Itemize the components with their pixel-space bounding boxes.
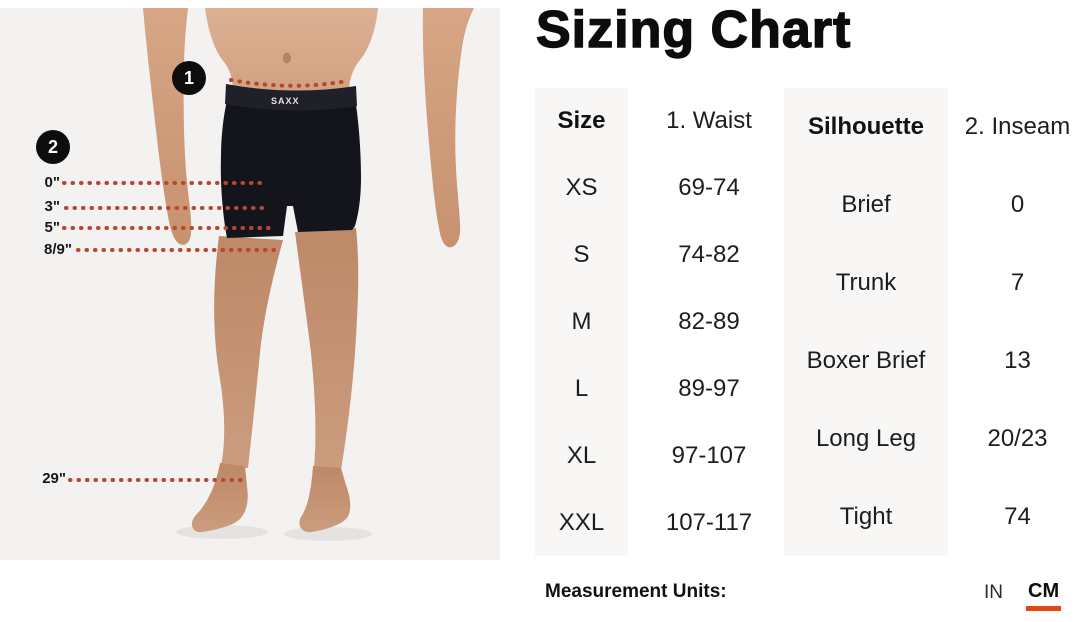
table-row: Tight 74	[784, 478, 1087, 556]
waist-value: 107-117	[665, 508, 753, 536]
size-value: L	[574, 374, 589, 402]
inseam-length-label-5: 5"	[44, 219, 60, 236]
waist-marker-number: 1	[183, 68, 194, 88]
table-header-row: Size 1. Waist	[535, 88, 790, 155]
model-right-foot	[299, 466, 351, 533]
silhouette-value: Long Leg	[815, 425, 917, 452]
inseam-value: 74	[1004, 503, 1031, 530]
size-waist-table: Size 1. Waist XS 69-74 S 74-82 M 82-89 L…	[535, 88, 790, 556]
inseam-value: 0	[1010, 191, 1025, 218]
size-value: S	[573, 241, 590, 269]
waist-value: 69-74	[678, 174, 740, 202]
waist-value: 89-97	[678, 374, 740, 402]
model-left-foot	[191, 463, 248, 533]
waist-column-header: 1. Waist	[666, 107, 752, 135]
inseam-marker-number: 2	[47, 137, 58, 157]
navel	[283, 52, 291, 64]
inseam-value: 7	[1010, 269, 1025, 296]
outseam-length-label-29: 29"	[42, 470, 66, 487]
measurement-units-label: Measurement Units:	[545, 581, 727, 602]
table-row: XL 97-107	[535, 422, 790, 489]
page-title: Sizing Chart	[535, 0, 852, 59]
size-value: XS	[565, 174, 598, 202]
table-row: XS 69-74	[535, 155, 790, 222]
boxer-brief	[220, 98, 361, 238]
waistband-brand-label: SAXX	[271, 96, 300, 106]
silhouette-value: Boxer Brief	[806, 347, 926, 374]
table-row: Brief 0	[784, 166, 1087, 244]
size-value: XL	[566, 441, 597, 469]
silhouette-column-background	[784, 88, 948, 556]
model-illustration: SAXX	[143, 8, 474, 541]
model-right-leg	[295, 228, 359, 470]
inseam-column-header: 2. Inseam	[964, 113, 1071, 140]
waist-value: 74-82	[678, 241, 740, 269]
table-row: Boxer Brief 13	[784, 322, 1087, 400]
inseam-value: 13	[1004, 347, 1031, 374]
inseam-value: 20/23	[987, 425, 1048, 452]
inseam-marker-badge: 2	[36, 130, 70, 164]
waist-value: 97-107	[671, 441, 747, 469]
table-row: Long Leg 20/23	[784, 400, 1087, 478]
table-row: S 74-82	[535, 222, 790, 289]
size-value: XXL	[558, 508, 605, 536]
inseam-length-label-3: 3"	[44, 198, 60, 215]
table-row: L 89-97	[535, 355, 790, 422]
silhouette-value: Brief	[841, 191, 891, 218]
table-header-row: Silhouette 2. Inseam	[784, 88, 1087, 166]
table-row: M 82-89	[535, 289, 790, 356]
waist-marker-badge: 1	[172, 61, 206, 95]
size-column-background	[535, 88, 628, 556]
model-left-leg	[214, 236, 283, 468]
waistband	[225, 84, 357, 111]
size-value: M	[571, 308, 592, 335]
table-row: XXL 107-117	[535, 489, 790, 556]
unit-in-button[interactable]: IN	[984, 582, 1003, 603]
table-row: Trunk 7	[784, 244, 1087, 322]
foot-shadow	[284, 527, 372, 541]
silhouette-inseam-table: Silhouette 2. Inseam Brief 0 Trunk 7 Box…	[784, 88, 1087, 556]
model-right-arm	[422, 8, 474, 248]
unit-cm-button[interactable]: CM	[1026, 580, 1062, 611]
inseam-length-label-0: 0"	[44, 174, 60, 191]
waist-value: 82-89	[678, 308, 740, 335]
model-left-arm	[143, 8, 192, 245]
silhouette-value: Trunk	[835, 269, 897, 296]
size-column-header: Size	[557, 107, 606, 135]
inseam-length-label-89: 8/9"	[44, 241, 72, 258]
silhouette-value: Tight	[839, 503, 893, 530]
silhouette-column-header: Silhouette	[807, 113, 924, 140]
model-photo-panel: SAXX 1 2 0" 3" 5" 8/9" 29"	[0, 8, 500, 560]
